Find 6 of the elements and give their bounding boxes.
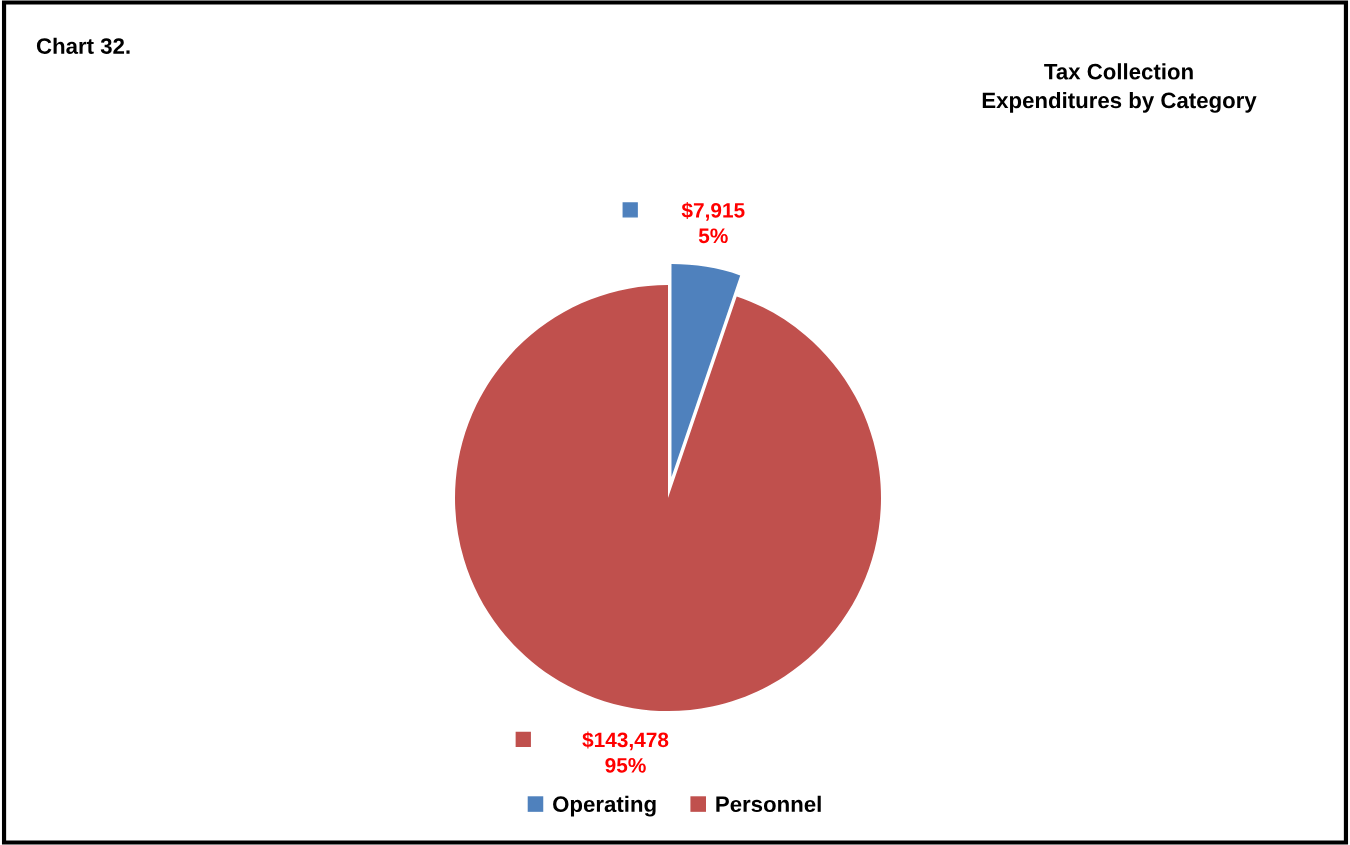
legend-label: Operating: [553, 795, 656, 817]
data-label: $7,915 5%: [681, 202, 745, 244]
caption: Chart 32.: [36, 37, 130, 54]
data-label: $143,478 95%: [582, 731, 669, 773]
text: Tax Collection Expenditures by Category: [982, 63, 1257, 113]
legend-label: Personnel: [716, 795, 821, 813]
